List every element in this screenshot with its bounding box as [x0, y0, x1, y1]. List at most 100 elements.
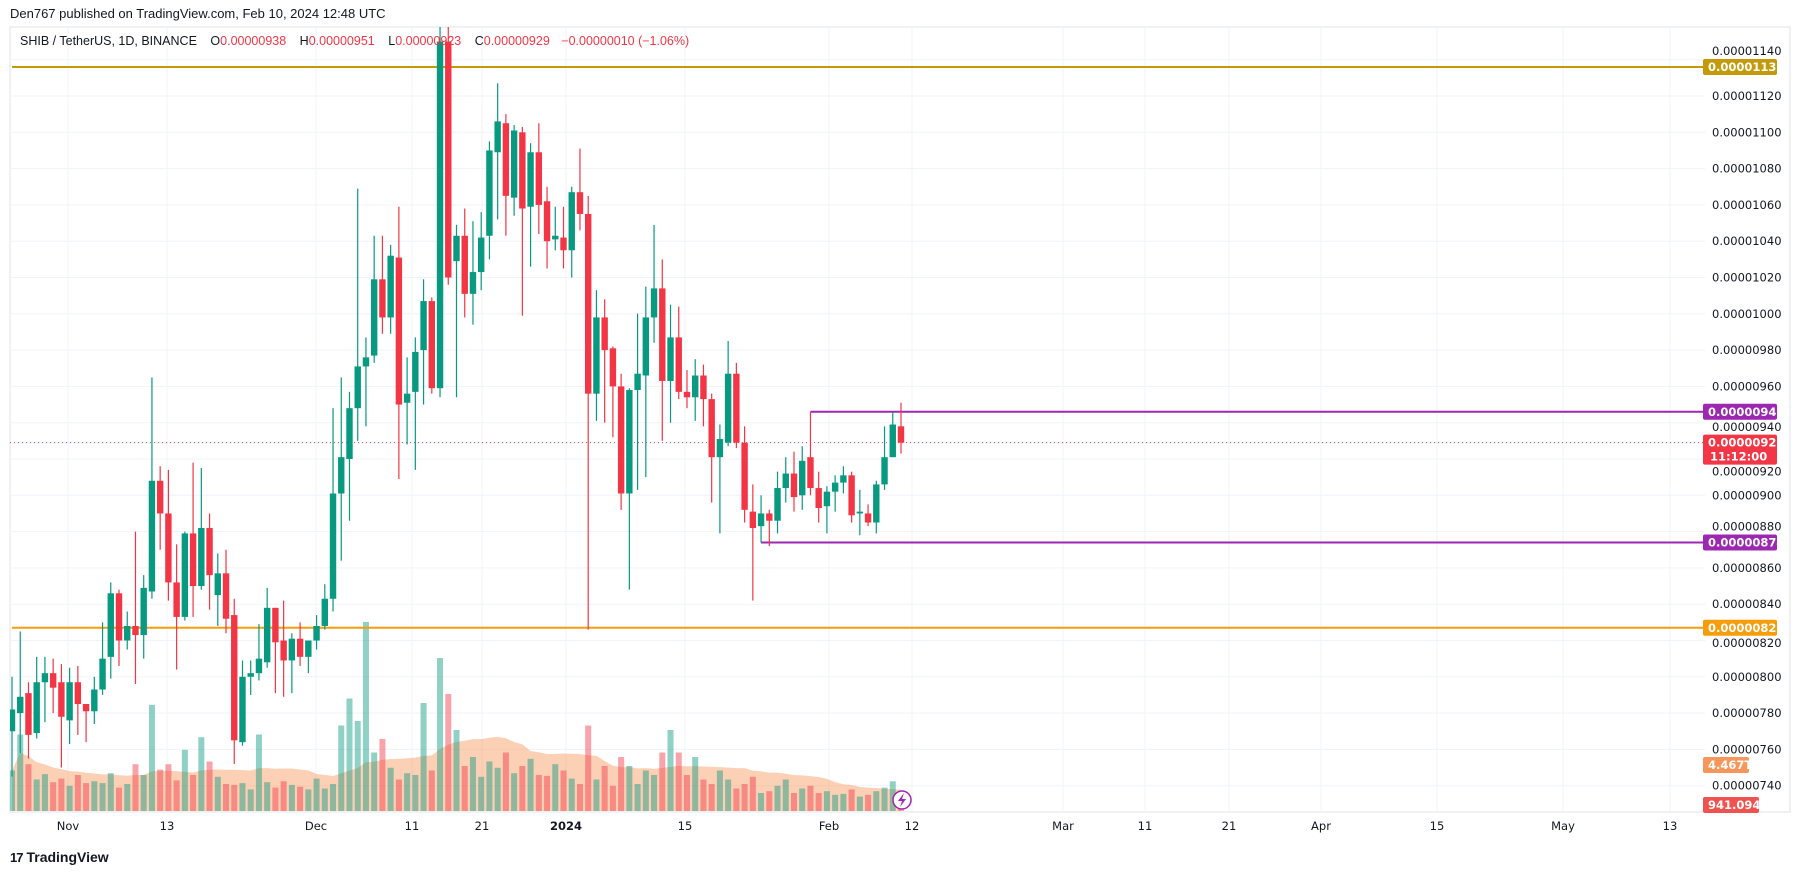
candle[interactable]: [502, 114, 510, 236]
candle[interactable]: [445, 5, 452, 285]
candle[interactable]: [626, 388, 633, 590]
candle[interactable]: [403, 357, 411, 445]
candle[interactable]: [420, 279, 427, 405]
candle[interactable]: [617, 373, 625, 510]
candle[interactable]: [477, 212, 485, 291]
candle[interactable]: [239, 660, 246, 746]
candle[interactable]: [593, 290, 600, 421]
candle[interactable]: [799, 446, 806, 510]
candle[interactable]: [74, 665, 82, 735]
candle[interactable]: [873, 480, 880, 534]
candle[interactable]: [115, 589, 123, 666]
candle[interactable]: [313, 615, 320, 650]
candle[interactable]: [848, 471, 855, 523]
candle[interactable]: [41, 656, 49, 723]
candle[interactable]: [716, 424, 724, 534]
candle[interactable]: [560, 206, 567, 269]
candle[interactable]: [272, 607, 279, 694]
candle[interactable]: [354, 188, 361, 441]
candle[interactable]: [897, 402, 905, 454]
candle[interactable]: [494, 83, 501, 220]
candle[interactable]: [156, 466, 164, 550]
candle[interactable]: [99, 622, 106, 695]
candle[interactable]: [634, 313, 641, 490]
candle[interactable]: [206, 513, 213, 610]
candle[interactable]: [469, 221, 477, 325]
candle[interactable]: [543, 186, 551, 269]
plot-area[interactable]: [9, 0, 1705, 811]
candle[interactable]: [741, 426, 748, 523]
candle[interactable]: [379, 235, 386, 334]
candle[interactable]: [107, 582, 114, 679]
candle[interactable]: [552, 206, 559, 251]
candle[interactable]: [749, 484, 757, 601]
candle[interactable]: [91, 676, 98, 724]
candle[interactable]: [585, 195, 592, 630]
candle[interactable]: [840, 466, 847, 494]
candle[interactable]: [453, 224, 460, 398]
candle[interactable]: [305, 640, 312, 674]
candle[interactable]: [576, 148, 584, 231]
candle[interactable]: [181, 531, 189, 621]
candle[interactable]: [683, 370, 691, 409]
candle[interactable]: [535, 123, 543, 234]
candle[interactable]: [82, 704, 90, 743]
candle[interactable]: [766, 509, 773, 547]
candle[interactable]: [148, 377, 156, 599]
candle[interactable]: [700, 364, 707, 427]
candle[interactable]: [428, 297, 436, 394]
candle[interactable]: [568, 186, 575, 278]
candle[interactable]: [173, 544, 180, 670]
candle[interactable]: [815, 471, 822, 523]
candle[interactable]: [831, 475, 839, 512]
candle[interactable]: [165, 469, 172, 601]
candle[interactable]: [66, 667, 73, 744]
candle[interactable]: [296, 622, 304, 666]
candle[interactable]: [387, 244, 394, 334]
candle[interactable]: [288, 633, 296, 694]
candle[interactable]: [881, 426, 888, 490]
candle[interactable]: [790, 451, 798, 512]
candle[interactable]: [757, 495, 765, 543]
candle[interactable]: [609, 346, 617, 438]
candle[interactable]: [519, 126, 526, 316]
candle[interactable]: [189, 462, 197, 617]
candle[interactable]: [667, 304, 674, 423]
candle[interactable]: [774, 471, 781, 534]
candle[interactable]: [510, 125, 518, 216]
candle[interactable]: [329, 408, 337, 612]
candle[interactable]: [140, 575, 147, 659]
candle[interactable]: [124, 611, 131, 650]
candle[interactable]: [708, 393, 715, 503]
candle[interactable]: [642, 286, 650, 478]
candle[interactable]: [58, 664, 65, 768]
candle[interactable]: [33, 656, 40, 739]
candle[interactable]: [362, 337, 370, 427]
candle[interactable]: [231, 598, 238, 764]
candle[interactable]: [17, 631, 24, 754]
candle[interactable]: [436, 0, 444, 398]
candle[interactable]: [724, 341, 732, 447]
candle[interactable]: [650, 224, 658, 343]
candle[interactable]: [659, 259, 666, 441]
candle[interactable]: [132, 531, 139, 685]
candle[interactable]: [675, 306, 682, 400]
candle[interactable]: [823, 486, 831, 534]
candle[interactable]: [370, 235, 378, 363]
candle[interactable]: [247, 660, 254, 695]
candle[interactable]: [214, 553, 221, 626]
candle[interactable]: [49, 658, 57, 714]
candle[interactable]: [338, 377, 345, 561]
candle[interactable]: [412, 337, 419, 470]
candle[interactable]: [25, 682, 32, 759]
candle[interactable]: [280, 600, 287, 697]
candle[interactable]: [527, 143, 534, 267]
candle[interactable]: [864, 504, 872, 527]
candle[interactable]: [807, 411, 814, 496]
candle[interactable]: [222, 549, 230, 634]
lightning-icon[interactable]: [892, 790, 912, 810]
candle[interactable]: [733, 362, 740, 449]
candle[interactable]: [782, 457, 789, 503]
candle[interactable]: [198, 468, 205, 590]
